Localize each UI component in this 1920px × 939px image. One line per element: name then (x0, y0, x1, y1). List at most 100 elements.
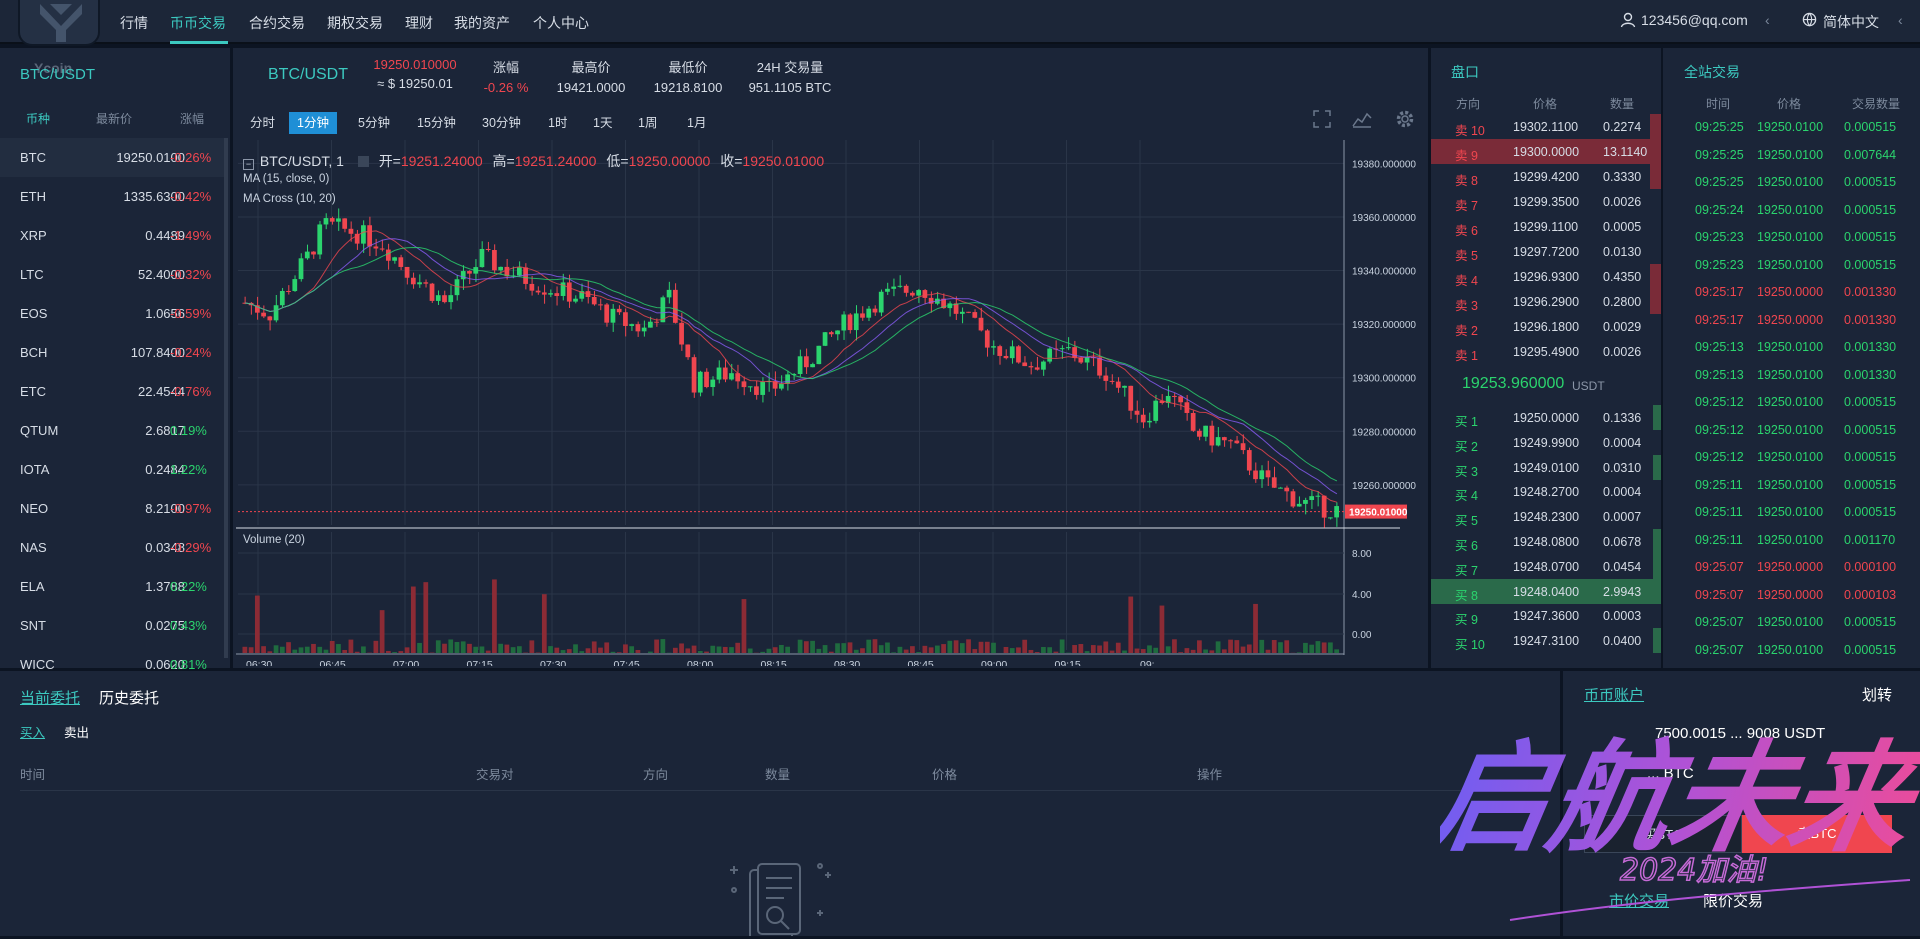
volume-bar (442, 644, 447, 653)
col-coin[interactable]: 币种 (26, 110, 50, 127)
account-title[interactable]: 币币账户 (1584, 684, 1644, 705)
nav-wealth[interactable]: 理财 (405, 13, 433, 33)
ob-side: 卖 4 (1455, 270, 1478, 289)
gear-icon[interactable] (1395, 109, 1415, 132)
buy-btc-button[interactable]: 买BTC (1584, 815, 1742, 853)
tab-current-orders[interactable]: 当前委托 (20, 687, 80, 708)
trade-qty: 0.000515 (1844, 175, 1896, 189)
nav-spot-trade[interactable]: 币币交易 (170, 13, 226, 33)
volume-bar (1297, 652, 1302, 653)
timeframe-button[interactable]: 1天 (585, 112, 620, 134)
tab-order-history[interactable]: 历史委托 (99, 687, 159, 708)
volume-bar (841, 643, 846, 653)
candle-body (342, 218, 347, 228)
timeframe-button[interactable]: 1月 (679, 112, 714, 134)
candle-body (324, 218, 329, 224)
volume-bar (299, 647, 304, 653)
ob-side: 买 3 (1455, 461, 1478, 480)
ob-side: 卖 7 (1455, 195, 1478, 214)
sell-btc-button[interactable]: 卖BTC (1742, 815, 1892, 853)
subtab-sell[interactable]: 卖出 (64, 722, 89, 741)
chevron-left-icon[interactable]: ‹ (1898, 12, 1903, 28)
nav-contract-trade[interactable]: 合约交易 (249, 13, 305, 33)
volume-bar (579, 651, 584, 653)
user-email[interactable]: 123456@qq.com (1641, 12, 1748, 28)
candle-body (480, 249, 485, 267)
nav-market[interactable]: 行情 (120, 13, 148, 33)
candle-body (374, 246, 379, 248)
nav-my-assets[interactable]: 我的资产 (454, 13, 510, 33)
trade-qty: 0.000515 (1844, 395, 1896, 409)
volume-bar (1259, 640, 1264, 653)
account-balance-btc: ... BTC (1647, 765, 1694, 782)
volume-bar (879, 645, 884, 653)
timeframe-button[interactable]: 分时 (242, 112, 283, 134)
scrollbar[interactable] (224, 138, 228, 658)
timeframe-button[interactable]: 1时 (540, 112, 575, 134)
volume-bar (767, 649, 772, 653)
timeframe-button[interactable]: 1周 (630, 112, 665, 134)
volume-bar (1322, 642, 1327, 653)
timeframe-button[interactable]: 5分钟 (350, 112, 398, 134)
tab-limit-order[interactable]: 限价交易 (1703, 890, 1763, 911)
fullscreen-icon[interactable] (1313, 110, 1331, 131)
tab-market-order[interactable]: 市价交易 (1609, 890, 1669, 911)
transfer-link[interactable]: 划转 (1862, 684, 1892, 705)
subtab-buy[interactable]: 买入 (20, 722, 45, 741)
ob-price: 19248.0400 (1513, 585, 1579, 599)
time-tick-label: 06:45 (320, 659, 346, 666)
trade-price: 19250.0100 (1757, 368, 1823, 382)
timeframe-button[interactable]: 1分钟 (289, 112, 337, 134)
volume-bar (785, 647, 790, 653)
collapse-icon[interactable]: − (243, 159, 254, 170)
settings-small-icon[interactable] (358, 156, 369, 167)
timeframe-button[interactable]: 30分钟 (474, 112, 529, 134)
chevron-left-icon[interactable]: ‹ (1765, 12, 1770, 28)
candlestick-chart[interactable]: 19380.00000019360.00000019340.0000001932… (236, 140, 1426, 666)
col-last-price[interactable]: 最新价 (96, 110, 132, 127)
timeframe-button[interactable]: 15分钟 (409, 112, 464, 134)
nav-profile[interactable]: 个人中心 (533, 13, 589, 33)
trade-price: 19250.0100 (1757, 175, 1823, 189)
logo[interactable] (18, 0, 100, 46)
nav-options-trade[interactable]: 期权交易 (327, 13, 383, 33)
language-select[interactable]: 简体中文 (1823, 12, 1879, 32)
trade-price: 19250.0000 (1757, 588, 1823, 602)
col-change[interactable]: 涨幅 (180, 110, 204, 127)
indicator-icon[interactable] (1352, 110, 1372, 131)
